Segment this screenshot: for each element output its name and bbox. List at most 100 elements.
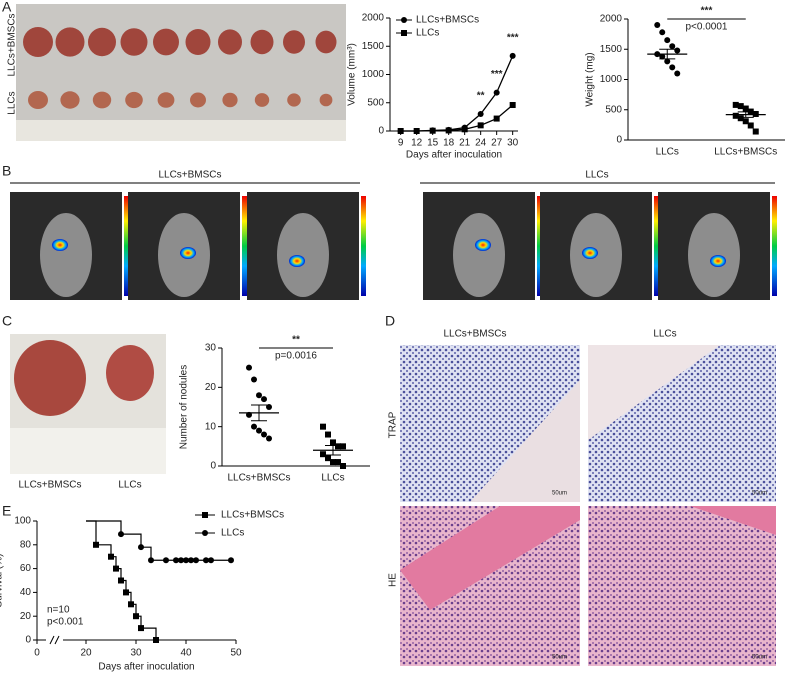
histology (400, 345, 776, 666)
data-point (330, 439, 336, 446)
y-tick-label: 0 (616, 135, 622, 146)
tumor (222, 92, 238, 108)
legend-label: LLCs (221, 528, 244, 539)
data-point (445, 127, 452, 134)
mouse (453, 213, 505, 297)
significance: ** (292, 335, 300, 346)
data-point (477, 122, 484, 129)
x-tick-label: 24 (475, 138, 487, 149)
colorbar (242, 196, 247, 296)
annotation: n=10 (47, 605, 70, 616)
data-point (742, 118, 749, 125)
panel-letter: A (2, 0, 12, 15)
photo-label: LLCs+BMSCs (18, 480, 81, 491)
data-point (397, 128, 404, 134)
row-label: TRAP (388, 411, 399, 438)
y-tick-label: 1000 (362, 69, 385, 80)
data-point (335, 459, 341, 466)
data-point (674, 70, 681, 77)
mouse (688, 213, 740, 297)
column-label: LLCs+BMSCs (443, 329, 506, 340)
legend-marker (401, 17, 407, 23)
panel-letter: E (2, 503, 11, 519)
tumor (55, 27, 85, 57)
data-point (674, 47, 681, 54)
tumor (319, 93, 333, 107)
scale-bar-label: 50um (552, 655, 567, 661)
data-point (477, 111, 484, 118)
panel-letter: C (2, 313, 12, 329)
data-point (256, 392, 262, 399)
data-point (747, 122, 754, 129)
tumor (88, 27, 116, 57)
y-tick-label: 2000 (362, 13, 385, 24)
tumor (185, 29, 211, 55)
tumor (287, 93, 301, 107)
data-point (335, 443, 341, 450)
signal (289, 255, 305, 267)
data-point (664, 58, 671, 65)
data-point (320, 423, 326, 430)
data-point (732, 112, 739, 119)
annotation: ** (477, 91, 485, 102)
x-tick-label: 40 (180, 648, 192, 659)
micrograph (588, 506, 776, 666)
signal (475, 239, 491, 251)
tumor (60, 91, 80, 109)
data-point (737, 103, 744, 110)
x-tick-label: 30 (507, 138, 519, 149)
x-tick-label: LLCs+BMSCs (714, 147, 777, 158)
error-bar (251, 404, 267, 422)
y-axis-label: Weight (mg) (585, 52, 596, 106)
data-point (325, 431, 331, 438)
data-point (118, 531, 124, 538)
x-tick-label: 21 (459, 138, 471, 149)
signal (52, 239, 68, 251)
tumor (190, 92, 206, 108)
lung (14, 340, 86, 416)
photo-label: LLCs (118, 480, 141, 491)
y-tick-label: 500 (605, 104, 622, 115)
y-tick-label: 40 (20, 587, 32, 598)
data-point (737, 115, 744, 122)
data-point (178, 557, 184, 564)
data-point (138, 625, 144, 632)
data-point (266, 435, 272, 442)
y-tick-label: 500 (367, 97, 384, 108)
data-point (325, 455, 331, 462)
x-axis-label: Days after inoculation (98, 662, 194, 673)
row-label: HE (388, 573, 399, 587)
tumor (153, 28, 179, 56)
data-point (654, 22, 661, 29)
tumor (254, 93, 270, 107)
tumor (120, 28, 148, 56)
ruler (10, 428, 166, 474)
y-tick-label: 0 (25, 635, 31, 646)
data-point (208, 557, 214, 564)
data-point (509, 52, 516, 59)
ruler (16, 120, 346, 141)
data-point (261, 431, 267, 438)
x-tick-label: LLCs (321, 473, 344, 484)
data-point (664, 37, 671, 44)
y-tick-label: 1000 (600, 74, 623, 85)
colorbar (361, 196, 366, 296)
colorbar (654, 196, 659, 296)
panel-letter: D (385, 313, 395, 329)
y-tick-label: 1500 (362, 41, 385, 52)
column-label: LLCs (653, 329, 676, 340)
data-point (266, 404, 272, 410)
row-label: LLCs (7, 91, 18, 114)
tumor (23, 27, 53, 57)
data-point (251, 376, 257, 383)
y-axis-label: Survival (%) (0, 554, 5, 608)
y-tick-label: 60 (20, 563, 32, 574)
data-point (493, 115, 500, 122)
y-tick-label: 80 (20, 539, 32, 550)
x-tick-label: 9 (398, 138, 404, 149)
error-bar (737, 111, 754, 118)
scale-bar-label: 50um (552, 491, 567, 497)
y-tick-label: 2000 (600, 14, 623, 25)
tumor (218, 29, 242, 55)
signal (710, 255, 726, 267)
